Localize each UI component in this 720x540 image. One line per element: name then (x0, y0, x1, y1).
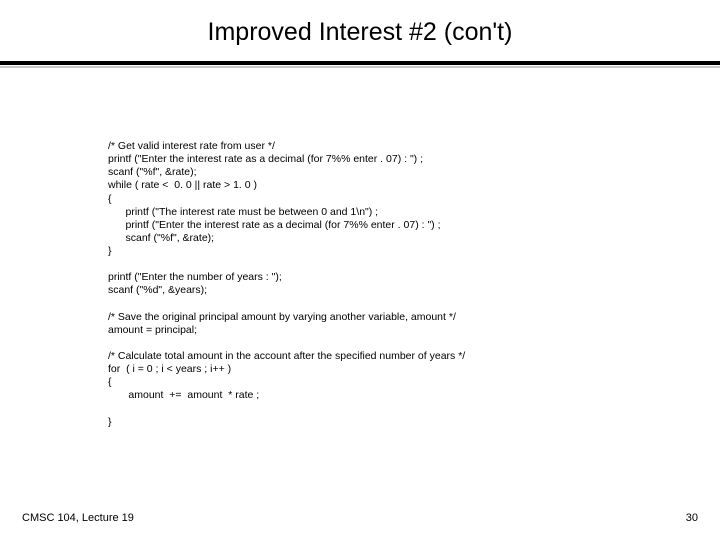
divider-light-line (0, 66, 720, 68)
slide: Improved Interest #2 (con't) /* Get vali… (0, 0, 720, 540)
slide-title: Improved Interest #2 (con't) (0, 0, 720, 47)
code-block: /* Get valid interest rate from user */ … (108, 140, 668, 429)
divider-dark-line (0, 61, 720, 65)
footer-page-number: 30 (686, 512, 698, 524)
footer-left: CMSC 104, Lecture 19 (22, 512, 134, 524)
title-divider (0, 61, 720, 68)
